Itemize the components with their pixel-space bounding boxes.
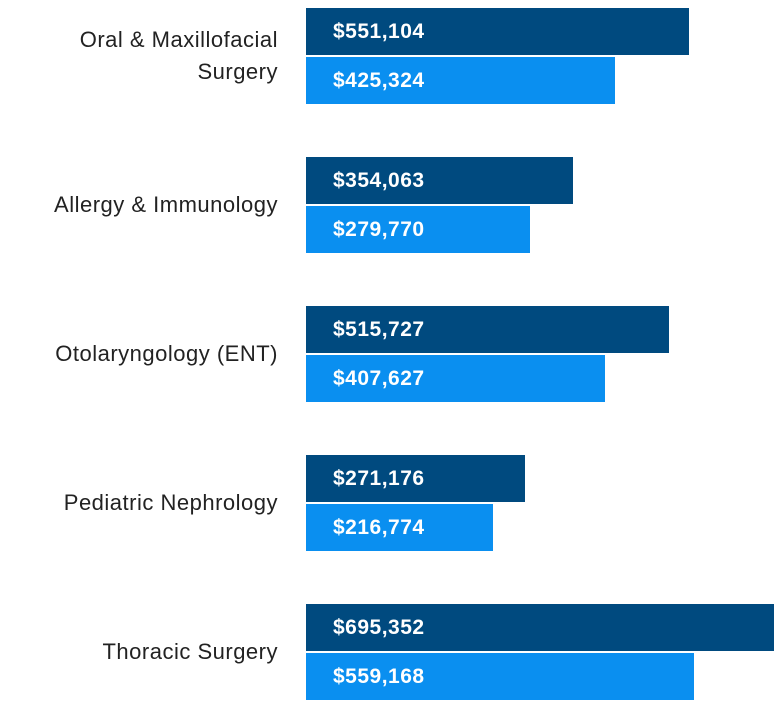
category-label: Oral & Maxillofacial Surgery (79, 27, 278, 84)
value-label: $559,168 (333, 664, 425, 688)
bar (306, 306, 669, 353)
bar (306, 8, 690, 55)
value-label: $216,774 (333, 515, 425, 539)
value-label: $354,063 (333, 168, 425, 192)
value-label: $407,627 (333, 366, 425, 390)
category-label: Pediatric Nephrology (63, 490, 278, 515)
category-label: Thoracic Surgery (102, 639, 278, 664)
value-label: $515,727 (333, 317, 425, 341)
value-label: $279,770 (333, 217, 425, 241)
value-label: $271,176 (333, 466, 425, 490)
value-label: $695,352 (333, 615, 425, 639)
value-label: $425,324 (333, 68, 425, 92)
bar (306, 206, 530, 253)
bar (306, 57, 616, 104)
bar (306, 604, 775, 651)
value-label: $551,104 (333, 19, 425, 43)
bar (306, 504, 493, 551)
bar (306, 355, 605, 402)
category-label: Allergy & Immunology (54, 192, 278, 217)
bar (306, 653, 695, 700)
bar (306, 157, 574, 204)
bar (306, 455, 525, 502)
category-label: Otolaryngology (ENT) (55, 341, 278, 366)
